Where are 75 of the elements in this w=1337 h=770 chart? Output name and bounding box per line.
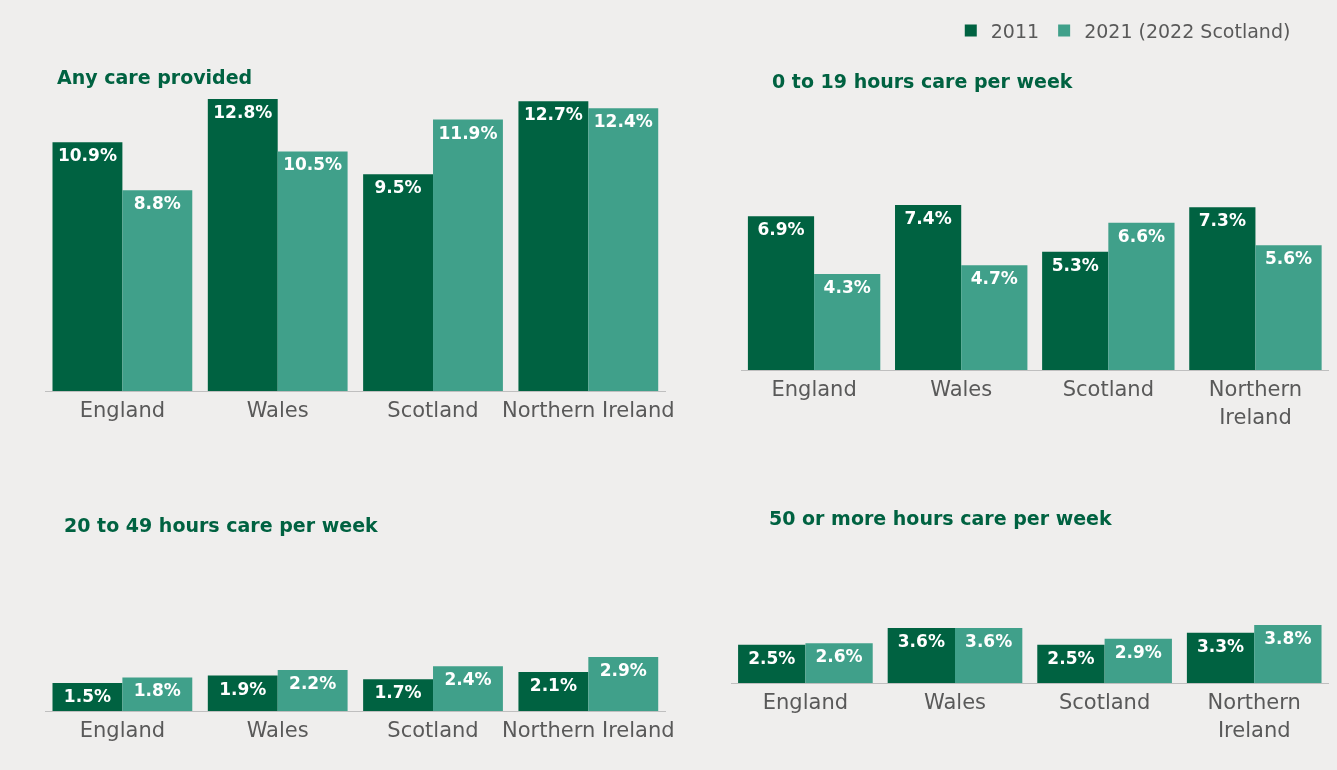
data-label: 10.5% (283, 154, 343, 175)
bar (895, 205, 962, 370)
x-tick-label: Northern Ireland (1207, 690, 1301, 742)
data-label: 11.9% (438, 122, 498, 143)
data-label: 3.6% (897, 631, 945, 652)
data-label: 12.7% (523, 104, 583, 125)
data-label: 10.9% (57, 145, 117, 166)
x-tick-label: Northern Ireland (1208, 377, 1303, 429)
data-label: 7.3% (1198, 210, 1246, 231)
data-label: 1.9% (219, 678, 267, 699)
bar (433, 666, 503, 711)
data-label: 2.2% (289, 673, 337, 694)
bar (1108, 222, 1175, 370)
bar (961, 265, 1028, 370)
bar (814, 274, 881, 370)
data-label: 4.3% (823, 277, 871, 298)
bar (518, 101, 589, 391)
data-label: 1.7% (374, 682, 422, 703)
data-label: 3.3% (1196, 635, 1245, 656)
bar (887, 628, 955, 683)
data-label: 12.4% (593, 111, 653, 132)
data-label: 3.8% (1264, 628, 1312, 648)
bar (277, 151, 348, 391)
bar (747, 216, 815, 370)
bar (207, 99, 278, 391)
data-label: 8.8% (133, 193, 181, 214)
bar (1042, 251, 1109, 370)
data-label: 5.3% (1051, 254, 1099, 275)
x-tick-label: Scotland (1058, 690, 1151, 715)
data-label: 6.6% (1117, 225, 1166, 246)
chart-title: 50 or more hours care per week (769, 507, 1112, 529)
data-label: 3.6% (965, 631, 1013, 652)
data-label: 2.5% (1047, 647, 1095, 668)
data-label: 4.7% (970, 268, 1018, 289)
data-label: 9.5% (374, 177, 422, 198)
legend-label: 2011 (990, 19, 1040, 42)
data-label: 1.8% (133, 680, 181, 701)
data-label: 2.6% (815, 646, 863, 667)
x-tick-label: Northern Ireland (502, 398, 675, 423)
bar (588, 657, 659, 711)
x-tick-label: Wales (924, 690, 986, 715)
chart-title: Any care provided (57, 66, 253, 88)
x-tick-label: Scotland (1062, 377, 1154, 402)
data-label: 2.9% (599, 660, 647, 680)
bar (1255, 245, 1322, 370)
data-label: 7.4% (904, 208, 952, 228)
x-tick-label: Scotland (387, 398, 479, 423)
data-label: 6.9% (757, 219, 805, 240)
data-label: 5.6% (1264, 248, 1313, 269)
x-tick-label: Northern Ireland (502, 718, 675, 743)
x-tick-label: Wales (246, 718, 309, 743)
data-label: 2.9% (1114, 641, 1162, 662)
chart-title: 20 to 49 hours care per week (64, 514, 379, 536)
data-label: 1.5% (63, 686, 112, 707)
bar (52, 142, 123, 391)
x-tick-label: England (762, 690, 849, 715)
bar (1254, 625, 1322, 683)
legend-label: 2021 (2022 Scotland) (1084, 19, 1291, 42)
data-label: 12.8% (213, 102, 273, 122)
data-label: 2.4% (444, 669, 492, 690)
bar (955, 628, 1023, 683)
x-tick-label: England (79, 718, 166, 743)
x-tick-label: England (771, 377, 857, 402)
x-tick-label: Wales (246, 398, 309, 423)
x-tick-label: England (79, 398, 166, 423)
bar (588, 108, 659, 391)
x-tick-label: Scotland (387, 718, 479, 743)
bar (1189, 207, 1256, 370)
x-tick-label: Wales (930, 377, 993, 402)
chart-title: 0 to 19 hours care per week (772, 70, 1073, 92)
bar (433, 119, 503, 391)
bar (122, 190, 193, 391)
data-label: 2.5% (748, 647, 796, 668)
bar (363, 174, 434, 391)
data-label: 2.1% (529, 674, 577, 695)
